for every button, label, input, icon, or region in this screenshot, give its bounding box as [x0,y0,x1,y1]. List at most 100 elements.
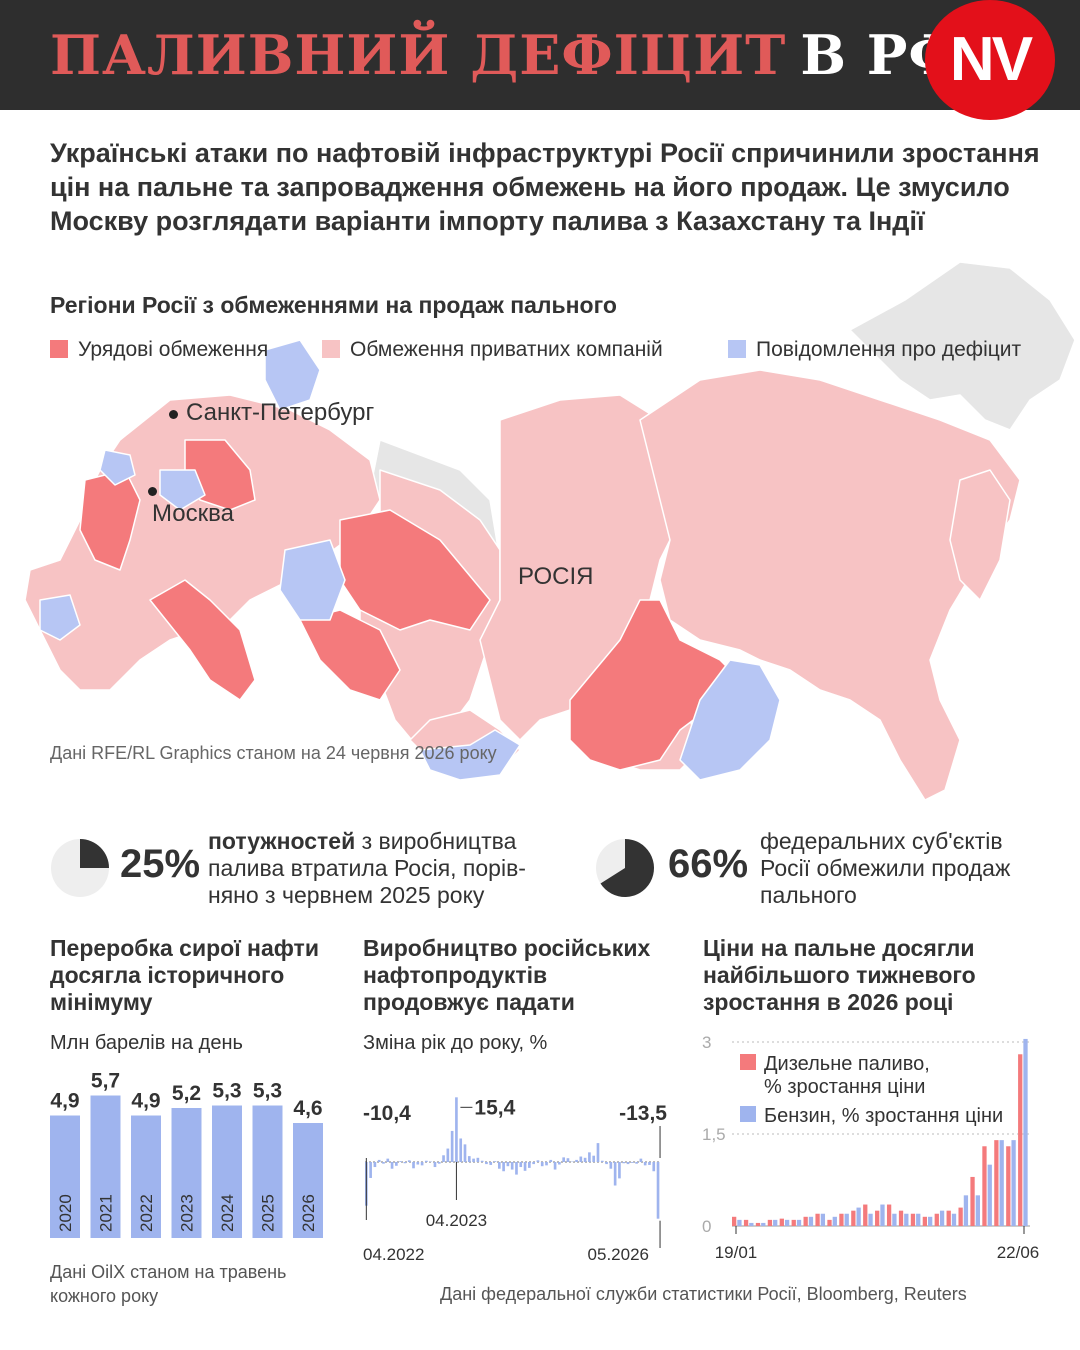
chart2-bar [369,1162,372,1178]
chart2-bar [442,1155,445,1162]
map-label-spb: Санкт-Петербург [186,399,375,426]
chart3-bar-diesel [958,1207,963,1226]
stat-pie-regions [596,839,654,897]
map-title: Регіони Росії з обмеженнями на продаж па… [50,292,617,318]
chart2-bar [382,1162,385,1164]
chart3-bar-gasoline [951,1213,957,1226]
chart3-bar-diesel [743,1219,749,1226]
chart3-bar-gasoline [773,1219,778,1226]
chart2-bar [407,1160,411,1162]
chart2-bar [540,1162,544,1167]
stat-text-capacity: потужностей з виробництва палива втратил… [208,828,568,909]
chart2-bar [575,1159,578,1162]
chart2-bar [472,1158,475,1162]
legend-swatch-government [50,340,68,358]
chart3-bar-gasoline [987,1164,992,1226]
chart3-bar-diesel [815,1213,820,1226]
chart3-bar-diesel [994,1140,999,1226]
chart3-bar-diesel [1006,1146,1011,1226]
chart2-bar [386,1158,390,1162]
chart1-value-label: 4,6 [293,1097,322,1120]
chart2-bar [399,1161,402,1162]
chart2-bar [626,1162,630,1165]
chart2-bar [480,1160,484,1162]
chart1-subtitle: Млн барелів на день [50,1032,243,1054]
chart3-bar-diesel [982,1146,987,1226]
chart2-bar [583,1157,587,1162]
map-region-far-east [639,369,1021,801]
chart2-bar [425,1160,428,1162]
chart2-bar [450,1130,454,1162]
chart3-bar-gasoline [1011,1140,1016,1226]
chart2-bar [455,1097,458,1162]
chart2-bar [485,1162,488,1165]
chart1-bar [212,1105,242,1238]
chart2-bar [652,1162,656,1172]
chart2-bar [519,1162,523,1168]
chart3-bar-diesel [886,1204,892,1226]
chart2-bar [528,1162,531,1168]
spb-marker [169,410,178,419]
chart1-year-label: 2020 [56,1194,75,1232]
russia-regions-map [24,261,1076,801]
chart2-bar [609,1162,613,1169]
chart2-bar [579,1156,583,1162]
chart3-bar-diesel [970,1176,975,1226]
chart1-title: Переробка сирої нафти досягла історичног… [50,935,319,1015]
chart2-bar [635,1162,638,1164]
chart3-bar-diesel [922,1216,928,1226]
chart2-bar [622,1162,626,1164]
chart2-bar [545,1162,548,1166]
footer-source: Дані федеральної служби статистики Росії… [440,1284,967,1304]
chart3-legend-gasoline: Бензин, % зростання ціни [764,1105,1003,1127]
chart2-bar [532,1162,535,1165]
chart1-refining-bars: 4,9 2020 5,7 2021 4,9 2022 5,2 2023 5,3 2024 5,3 20… [50,1070,323,1238]
chart2-bar [446,1148,450,1162]
chart1-value-label: 4,9 [50,1090,79,1113]
chart3-bar-gasoline [808,1216,814,1226]
legend-item-deficit: Повідомлення про дефіцит [728,338,1021,362]
chart3-bar-diesel [791,1219,796,1226]
chart3-bar-gasoline [844,1213,849,1226]
chart1-value-label: 4,9 [131,1090,160,1113]
map-region-magadan [949,469,1011,601]
chart2-bar [467,1156,471,1162]
chart2-bar [476,1157,480,1162]
chart3-bar-gasoline [880,1204,885,1226]
chart1-source: Дані OilX станом на травень кожного року [50,1262,287,1306]
stat-text-rest: з виробництва палива втратила Росія, пор… [208,828,526,908]
map-region-pskov [99,449,136,486]
chart2-bar [648,1162,651,1165]
chart2-annotation-first: -10,4 [363,1102,411,1125]
chart2-bar [497,1162,501,1169]
chart3-bar-diesel [863,1204,868,1226]
chart2-bar [510,1162,514,1170]
chart2-bar [463,1144,467,1162]
chart1-year-label: 2022 [137,1194,156,1232]
lead-paragraph: Українські атаки по нафтовій інфраструкт… [50,138,1040,236]
map-region-moscow-area [159,469,206,511]
map-region-tatarstan [279,539,346,621]
chart3-bar-diesel [803,1216,808,1226]
chart2-bar [459,1138,463,1162]
chart3-bar-gasoline [749,1222,754,1226]
legend-item-government: Урядові обмеження [50,338,268,362]
chart3-y-tick: 1,5 [702,1125,726,1144]
map-label-moscow: Москва [152,500,234,527]
chart3-title: Ціни на пальне досягли найбільшого тижне… [703,935,976,1015]
chart2-bar [618,1162,621,1179]
chart1-value-label: 5,2 [172,1082,201,1105]
chart3-y-tick: 3 [702,1033,711,1052]
chart1-bar [171,1108,202,1238]
chart2-bar [395,1162,398,1166]
chart2-bar [643,1162,647,1166]
chart3-bar-gasoline [963,1195,969,1226]
chart3-bar-gasoline [820,1213,826,1226]
chart2-bar [553,1162,557,1170]
chart2-bar [390,1162,394,1169]
chart1-bar [131,1115,161,1238]
chart2-bar [420,1162,424,1166]
map-region-crimea [39,594,81,641]
chart3-bar-gasoline [999,1140,1004,1226]
legend-item-private: Обмеження приватних компаній [322,338,663,362]
